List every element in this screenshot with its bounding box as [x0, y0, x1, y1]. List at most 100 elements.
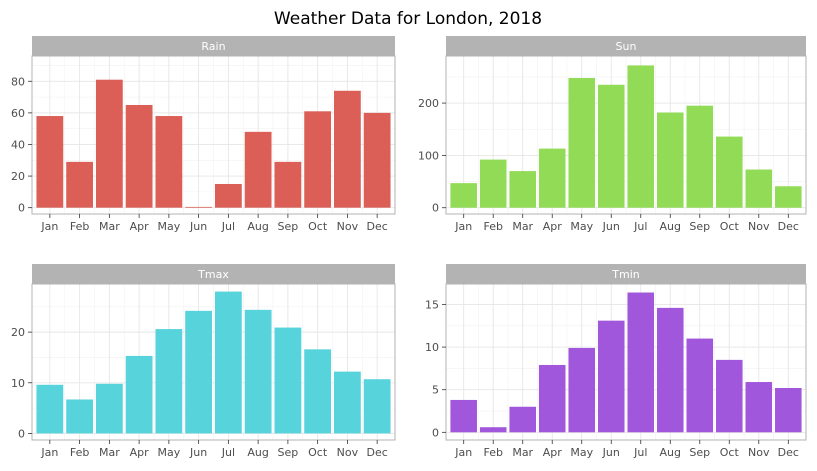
bar-tmax-oct	[304, 349, 332, 434]
x-tick-label: Sep	[689, 220, 710, 233]
x-tick-label: Dec	[778, 220, 799, 233]
bar-tmax-sep	[274, 327, 302, 434]
y-tick-label: 15	[425, 298, 439, 311]
x-tick-label: Jan	[454, 220, 472, 233]
bar-tmin-mar	[509, 406, 536, 433]
x-tick-label: May	[157, 446, 180, 459]
bar-rain-dec	[363, 112, 391, 208]
x-tick-label: Jan	[40, 220, 58, 233]
bar-rain-jun	[185, 206, 213, 208]
chart-title: Weather Data for London, 2018	[274, 9, 542, 29]
bar-rain-nov	[334, 90, 361, 208]
bar-sun-aug	[656, 112, 684, 208]
facet-strip-label: Rain	[201, 40, 225, 53]
bar-tmin-feb	[479, 427, 507, 433]
bar-rain-apr	[125, 104, 153, 208]
x-tick-label: Dec	[366, 220, 387, 233]
facet-panel-sun: Sun 0 100 200 Jan Feb Mar Apr May Jun Jul Aug Sep Oct…	[418, 36, 807, 233]
x-tick-label: Jan	[40, 446, 58, 459]
bar-rain-sep	[274, 161, 302, 208]
x-tick-label: Feb	[483, 220, 502, 233]
x-tick-label: May	[570, 446, 593, 459]
x-tick-label: Apr	[130, 220, 150, 233]
bar-tmin-aug	[656, 307, 684, 433]
bar-rain-oct	[304, 111, 332, 208]
facet-strip	[32, 36, 395, 56]
x-tick-label: Sep	[689, 446, 710, 459]
bar-tmax-apr	[125, 355, 153, 434]
x-tick-label: Apr	[543, 446, 563, 459]
x-tick-label: Aug	[247, 220, 268, 233]
bar-sun-oct	[716, 136, 743, 208]
bar-tmax-aug	[244, 309, 272, 434]
facet-strip	[446, 36, 806, 56]
bar-tmax-feb	[66, 399, 93, 434]
x-tick-label: Mar	[512, 220, 533, 233]
x-tick-label: Jul	[221, 220, 235, 233]
x-tick-label: Mar	[512, 446, 533, 459]
bar-tmax-may	[155, 329, 183, 434]
x-tick-label: Jul	[221, 446, 235, 459]
y-tick-label: 0	[18, 427, 25, 440]
bar-tmin-nov	[745, 382, 773, 433]
x-tick-label: Oct	[720, 220, 740, 233]
facet-panel-tmin: Tmin 0 5 10 15 Jan Feb Mar Apr May Jun Jul Aug Sep Oct…	[425, 264, 807, 459]
x-tick-label: Oct	[720, 446, 740, 459]
x-tick-label: Jun	[189, 220, 207, 233]
x-tick-label: May	[570, 220, 593, 233]
y-tick-label: 10	[425, 341, 439, 354]
bar-sun-sep	[686, 105, 714, 208]
x-tick-label: Jun	[602, 446, 620, 459]
x-tick-label: Jul	[633, 446, 647, 459]
y-tick-label: 10	[11, 377, 25, 390]
facet-strip-label: Tmax	[197, 268, 229, 281]
x-tick-label: Jul	[633, 220, 647, 233]
x-tick-label: Aug	[660, 220, 681, 233]
facet-strip-label: Tmin	[611, 268, 639, 281]
bar-tmin-oct	[716, 359, 743, 433]
x-tick-label: Nov	[748, 446, 770, 459]
x-tick-label: Nov	[337, 446, 359, 459]
x-tick-label: Oct	[308, 446, 328, 459]
bar-sun-feb	[479, 159, 507, 208]
bar-sun-jul	[627, 65, 655, 208]
bar-rain-may	[155, 116, 183, 208]
x-tick-label: Feb	[70, 446, 89, 459]
y-tick-label: 60	[11, 107, 25, 120]
bar-rain-jul	[214, 183, 242, 208]
facet-strip	[32, 264, 395, 284]
bar-tmax-jun	[185, 310, 213, 434]
y-tick-label: 5	[432, 384, 439, 397]
bar-tmax-mar	[95, 383, 123, 434]
bar-sun-nov	[745, 169, 773, 208]
x-tick-label: Jun	[602, 220, 620, 233]
x-tick-label: Jan	[454, 446, 472, 459]
panel-border	[31, 283, 396, 441]
bar-rain-feb	[66, 161, 93, 208]
panel-border	[445, 283, 807, 441]
facet-strip-label: Sun	[616, 40, 637, 53]
y-tick-label: 20	[11, 170, 25, 183]
facet-panel-tmax: Tmax 0 10 20 Jan Feb Mar Apr May Jun Jul Aug Sep Oct N…	[11, 264, 396, 459]
bar-sun-jun	[597, 84, 625, 208]
x-tick-label: Apr	[543, 220, 563, 233]
facet-panel-rain: Rain 0 20 40 60 80 Jan Feb Mar Apr May Jun Jul Aug Sep…	[11, 36, 396, 233]
bar-tmax-dec	[363, 379, 391, 434]
bar-tmax-nov	[334, 371, 361, 434]
y-tick-label: 200	[418, 97, 439, 110]
x-tick-label: May	[157, 220, 180, 233]
bar-tmin-may	[568, 347, 596, 433]
y-tick-label: 0	[432, 426, 439, 439]
x-tick-label: Feb	[483, 446, 502, 459]
bar-rain-mar	[95, 79, 123, 208]
y-tick-label: 0	[18, 202, 25, 215]
bar-sun-dec	[775, 186, 802, 208]
bar-sun-may	[568, 77, 596, 208]
y-tick-label: 0	[432, 202, 439, 215]
x-tick-label: Feb	[70, 220, 89, 233]
facet-strip	[446, 264, 806, 284]
x-tick-label: Jun	[189, 446, 207, 459]
x-tick-label: Aug	[247, 446, 268, 459]
bar-tmin-jan	[450, 399, 477, 433]
